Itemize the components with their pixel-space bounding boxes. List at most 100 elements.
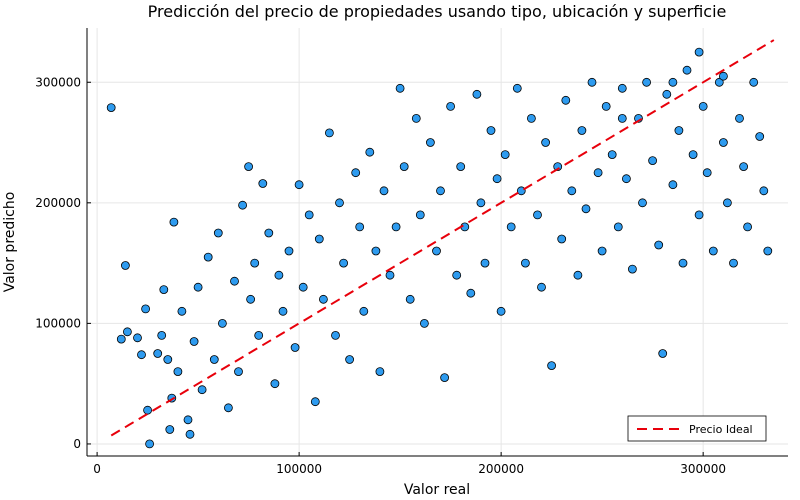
data-point: [714, 77, 724, 87]
legend-box: [627, 415, 767, 442]
data-point: [314, 234, 324, 244]
data-point: [141, 304, 151, 314]
data-point: [500, 150, 510, 160]
data-point: [217, 318, 227, 328]
data-point: [106, 103, 116, 112]
legend-label: Precio Ideal: [689, 423, 753, 436]
data-point: [446, 102, 456, 111]
data-point: [133, 333, 142, 343]
data-point: [638, 198, 647, 208]
data-point: [472, 89, 482, 99]
data-point: [719, 71, 728, 81]
data-point: [617, 83, 627, 93]
data-point: [298, 282, 308, 292]
plot-area: [87, 28, 788, 456]
data-point: [385, 270, 395, 280]
data-point: [601, 102, 611, 111]
data-point: [763, 246, 773, 256]
data-point: [440, 373, 450, 383]
data-point: [318, 294, 328, 304]
data-point: [492, 174, 502, 184]
chart-title: Predicción del precio de propiedades usa…: [148, 2, 727, 21]
data-point: [456, 162, 466, 172]
data-point: [335, 198, 344, 208]
y-ticks: 0 100000 200000 300000: [35, 75, 91, 451]
data-point: [613, 222, 623, 232]
x-tick-label: 100000: [276, 462, 322, 476]
data-point: [658, 349, 668, 358]
data-point: [270, 379, 280, 389]
data-point: [759, 186, 769, 196]
data-point: [648, 156, 657, 166]
data-point: [708, 246, 718, 256]
legend: Precio Ideal: [627, 415, 767, 442]
data-point: [654, 240, 664, 250]
y-axis-label: Valor predicho: [2, 192, 18, 293]
data-point: [486, 126, 496, 135]
data-point: [452, 270, 462, 280]
data-point: [345, 355, 355, 364]
data-point: [755, 132, 765, 141]
data-point: [331, 330, 340, 340]
x-tick-label: 200000: [478, 462, 524, 476]
data-point: [698, 102, 708, 111]
data-point: [274, 270, 284, 280]
y-tick-label: 300000: [35, 75, 81, 89]
data-point: [547, 361, 556, 371]
data-point: [375, 367, 385, 377]
data-point: [607, 150, 617, 160]
data-point: [278, 306, 288, 316]
data-point: [351, 168, 361, 178]
x-tick-label: 0: [93, 462, 101, 476]
data-point: [597, 246, 607, 256]
data-point: [668, 77, 678, 87]
data-point: [512, 83, 522, 93]
data-point: [246, 294, 256, 304]
data-point: [527, 114, 536, 123]
data-point: [399, 162, 409, 172]
data-point: [521, 258, 530, 268]
data-point: [159, 285, 169, 295]
grid: [87, 28, 788, 456]
data-point: [749, 77, 759, 87]
data-point: [169, 217, 179, 227]
data-point: [116, 334, 126, 344]
data-point: [533, 210, 542, 220]
data-point: [581, 204, 591, 214]
data-point: [284, 246, 294, 256]
data-point: [183, 415, 193, 425]
data-point: [674, 126, 684, 135]
y-tick-label: 100000: [35, 316, 81, 330]
data-point: [735, 114, 744, 123]
data-point: [622, 174, 631, 184]
data-point: [729, 258, 738, 268]
data-point: [743, 222, 752, 232]
data-point: [561, 95, 571, 105]
data-point: [173, 367, 183, 377]
x-axis-label: Valor real: [404, 482, 470, 498]
data-point: [189, 337, 199, 346]
data-point: [365, 147, 375, 157]
data-point: [702, 168, 712, 178]
data-point: [391, 222, 401, 232]
data-point: [405, 294, 415, 304]
data-point: [395, 83, 405, 93]
data-point: [304, 210, 314, 220]
data-point: [244, 162, 254, 172]
data-point: [419, 318, 429, 328]
data-point: [121, 261, 130, 270]
data-point: [662, 89, 672, 99]
data-point: [234, 367, 243, 377]
data-point: [310, 397, 320, 407]
data-point: [145, 439, 155, 449]
data-point: [411, 114, 421, 123]
data-point: [123, 327, 132, 337]
data-point: [476, 198, 486, 208]
data-point: [355, 222, 365, 232]
data-points: [106, 47, 773, 449]
data-point: [163, 355, 173, 364]
y-tick-label: 0: [73, 437, 81, 451]
data-point: [432, 246, 441, 256]
data-point: [436, 186, 445, 196]
data-point: [587, 77, 597, 87]
